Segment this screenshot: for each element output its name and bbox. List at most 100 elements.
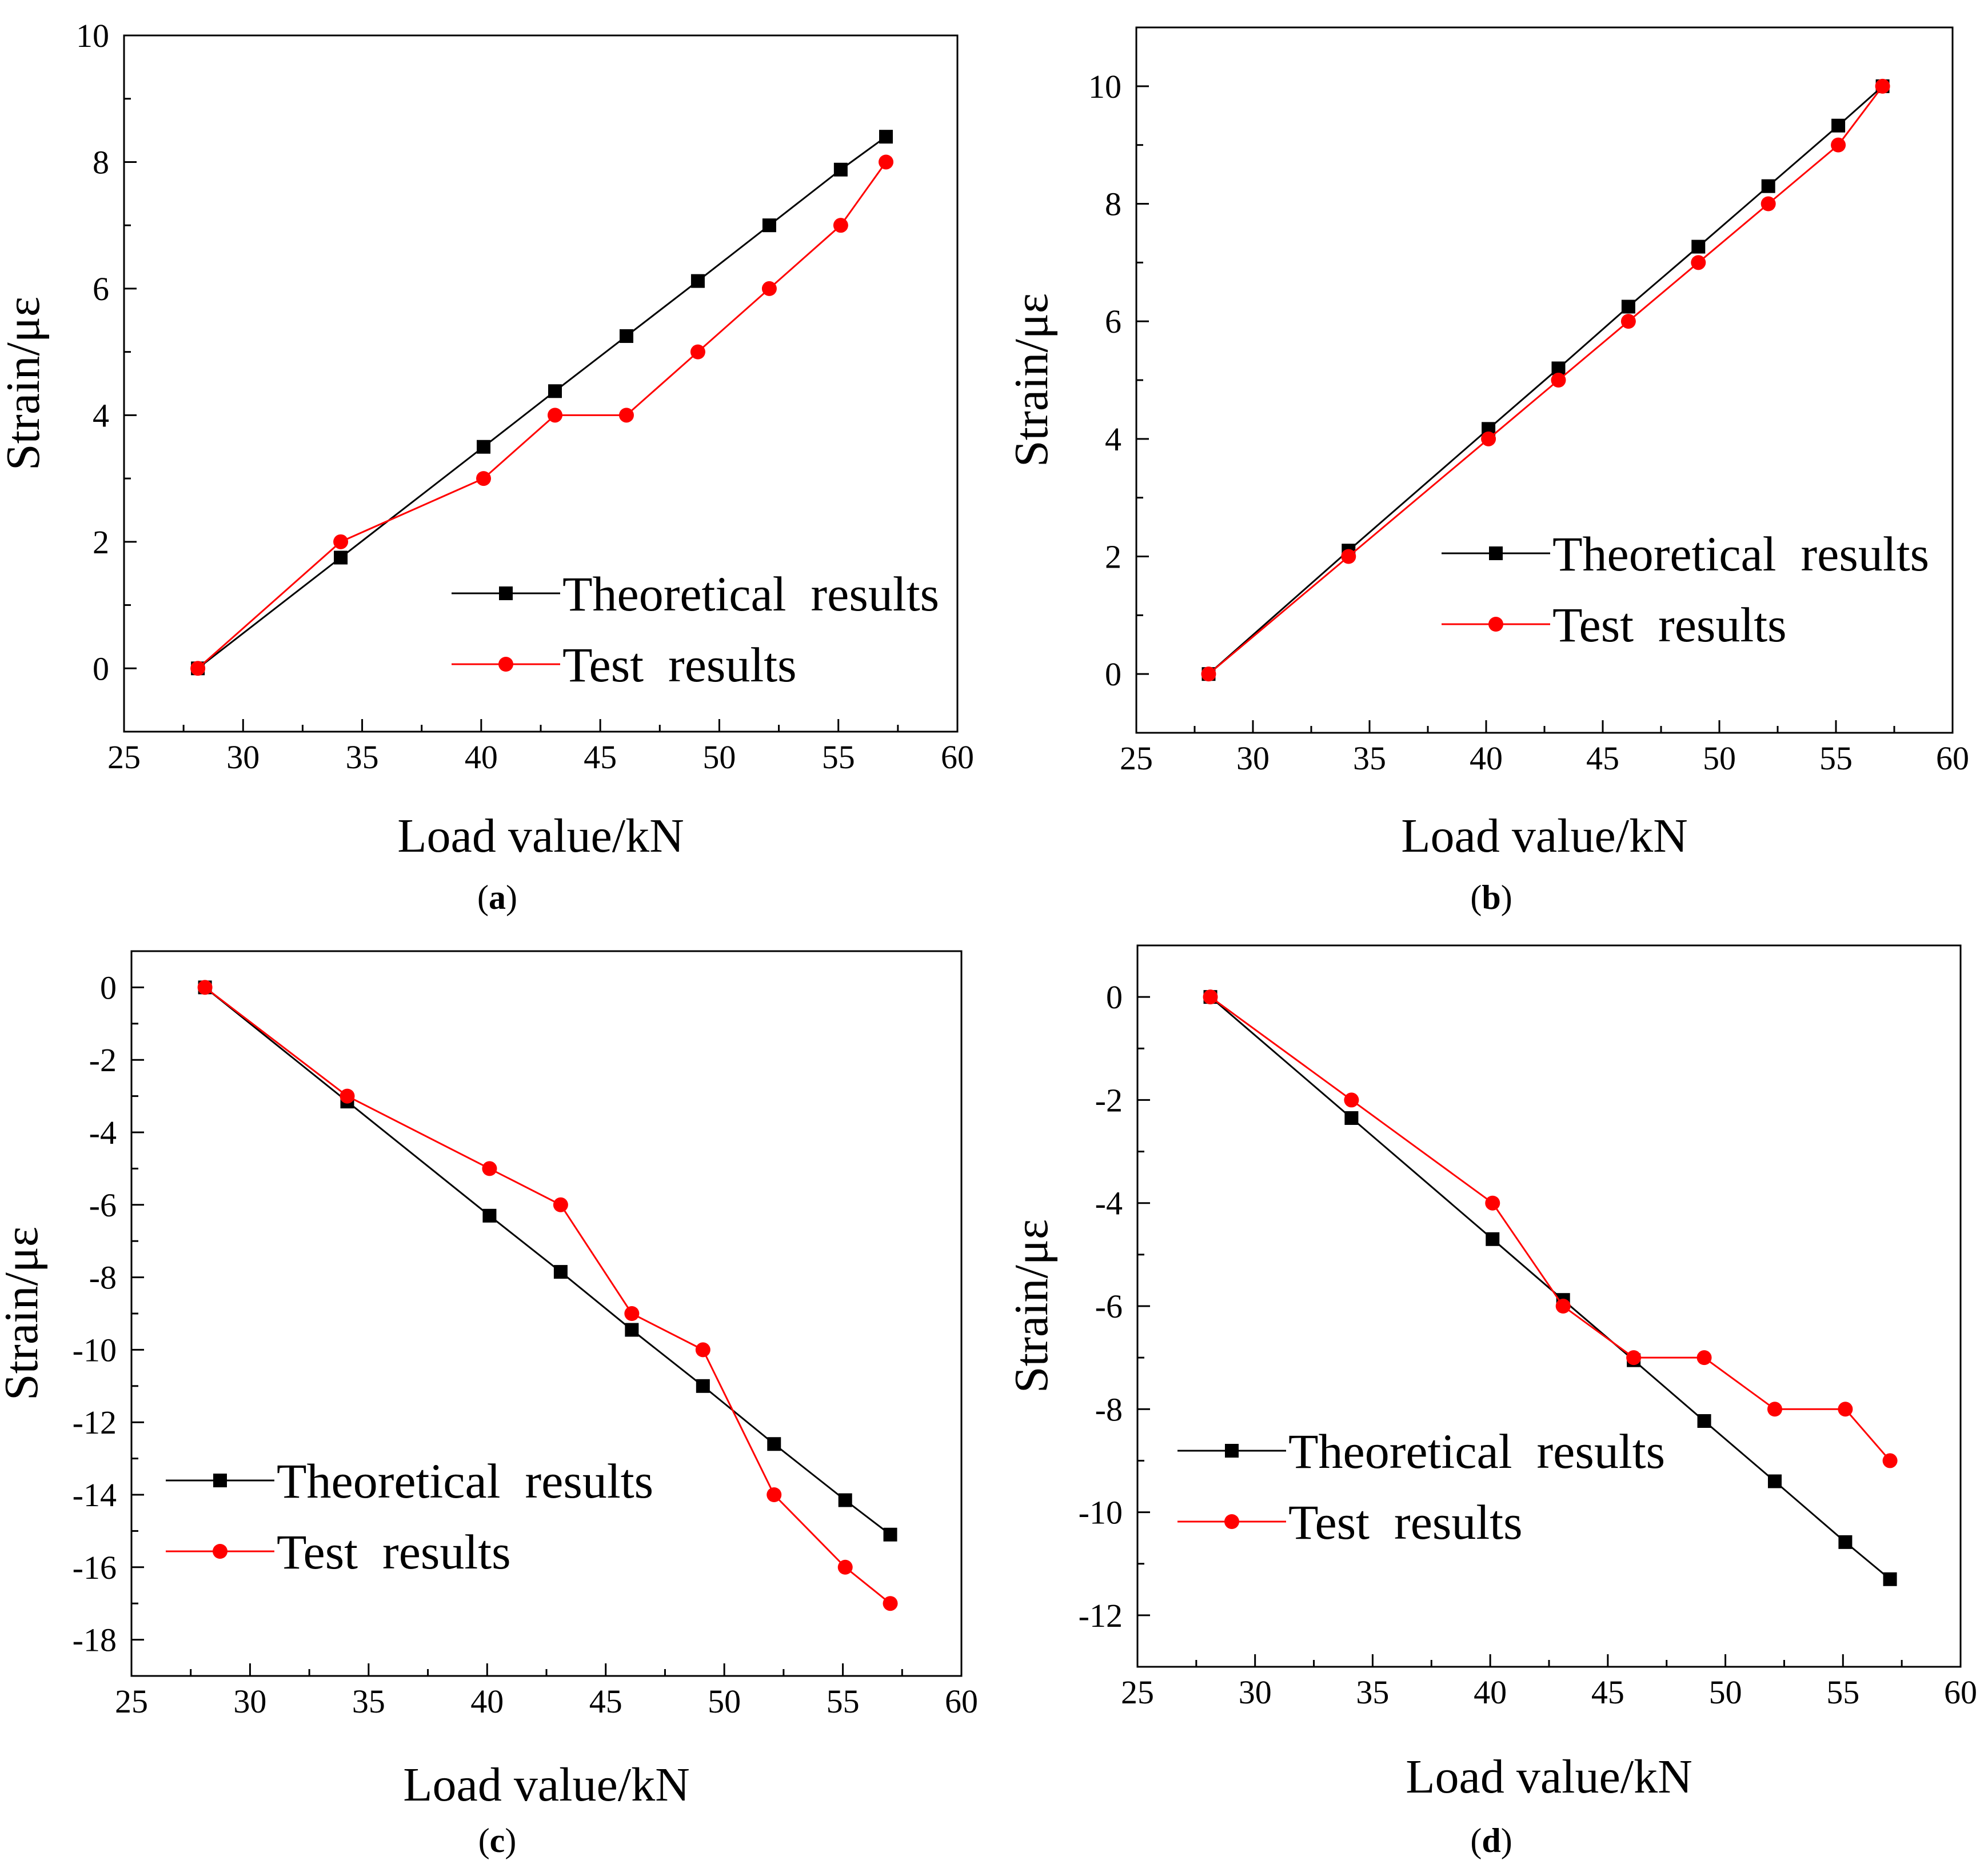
point-test [1838,1402,1853,1417]
x-tick-label: 35 [1356,1674,1389,1711]
legend-marker-test [1488,617,1503,632]
chart-panel-b: 25 30 35 40 45 50 55 60 0 2 4 6 8 10 Load value/kN Stra… [995,0,1988,937]
x-tick-label: 55 [822,739,855,776]
point-test [1344,1092,1359,1108]
y-tick-label: -8 [89,1259,117,1296]
y-axis-title: Strain/με [1005,1219,1058,1393]
y-tick-label: 0 [1105,656,1121,693]
point-test [1620,314,1636,329]
point-test [1485,1195,1500,1211]
point-test [883,1596,898,1611]
y-axis-title: Strain/με [0,1227,48,1400]
point-test [333,534,349,549]
chart-d: 25 30 35 40 45 50 55 60 0 -2 -4 -6 -8 -10 -12 Load valu… [1005,944,1977,1803]
y-tick-label: -2 [1095,1081,1123,1119]
panel-caption-letter: d [1482,1822,1501,1859]
legend-label-theoretical: Theoretical results [1552,526,1929,581]
point-theoretical [334,550,348,565]
y-axis-title: Strain/με [1005,293,1058,467]
x-tick-label: 60 [1936,740,1969,777]
point-test [1551,373,1566,388]
x-tick-label: 40 [465,739,498,776]
point-test [1201,666,1216,682]
point-theoretical [625,1323,639,1337]
x-axis-title: Load value/kN [1406,1750,1692,1803]
x-tick-label: 45 [589,1683,622,1720]
y-tick-label: 4 [1105,421,1121,458]
series-line-theoretical [204,987,891,1535]
x-tick-label: 30 [226,739,260,776]
x-tick-label: 25 [107,739,141,776]
series-line-theoretical [1208,85,1883,675]
plot-frame [1136,944,1962,1668]
x-tick-label: 30 [233,1683,266,1720]
panel-caption-c: (c) [478,1822,517,1859]
point-theoretical [690,274,705,288]
point-test [340,1088,355,1104]
x-tick-label: 45 [1586,740,1619,777]
x-axis-title: Load value/kN [397,809,684,863]
x-tick-label: 25 [1120,740,1153,777]
y-tick-label: -8 [1095,1391,1123,1428]
x-tick-label: 60 [941,739,974,776]
point-test [1696,1350,1712,1366]
point-theoretical [1621,300,1635,314]
x-tick-label: 25 [1121,1674,1154,1711]
series-line-test [204,987,891,1604]
x-tick-label: 45 [584,739,617,776]
legend-label-theoretical: Theoretical results [562,566,939,621]
point-test [1767,1402,1782,1417]
x-tick-label: 35 [1353,740,1386,777]
chart-a: 25 30 35 40 45 50 55 60 0 2 4 6 8 10 Load value/kN Stra… [0,17,974,863]
point-test [1875,78,1890,94]
y-tick-label: 0 [100,969,117,1006]
point-test [767,1487,782,1502]
x-tick-label: 45 [1591,1674,1624,1711]
x-tick-label: 40 [1474,1674,1507,1711]
panel-caption-letter: c [489,1822,505,1859]
point-theoretical [553,1265,568,1279]
legend-label-test: Test results [277,1524,511,1579]
x-tick-label: 40 [470,1683,504,1720]
x-tick-label: 55 [827,1683,860,1720]
panel-caption-letter: a [489,879,506,916]
point-test [1203,989,1218,1005]
x-axis-title: Load value/kN [403,1758,690,1811]
point-theoretical [879,130,893,144]
point-theoretical [548,384,562,398]
point-test [482,1161,497,1176]
point-theoretical [833,162,848,177]
x-tick-label: 55 [1819,740,1853,777]
x-tick-label: 30 [1239,1674,1272,1711]
point-theoretical [762,218,776,233]
panel-caption-b: (b) [1470,879,1512,916]
point-theoretical [1344,1111,1359,1125]
point-theoretical [1883,1572,1897,1586]
plot-frame [123,34,959,733]
y-tick-label: 10 [76,17,109,54]
point-test [833,218,848,233]
y-tick-label: 2 [93,524,109,561]
point-test [690,344,705,360]
x-tick-label: 50 [708,1683,741,1720]
point-theoretical [838,1493,852,1507]
x-tick-label: 35 [352,1683,385,1720]
plot-frame [130,950,963,1677]
y-tick-label: 8 [93,143,109,181]
legend-marker-test [498,657,513,672]
x-tick-label: 30 [1236,740,1270,777]
point-test [1882,1453,1898,1468]
panel-caption-letter: b [1482,879,1501,916]
y-tick-label: 6 [1105,303,1121,340]
point-test [618,408,634,423]
x-tick-label: 35 [346,739,379,776]
point-theoretical [1486,1232,1500,1246]
y-tick-label: -10 [73,1331,117,1368]
point-theoretical [1831,118,1846,133]
x-tick-label: 50 [1703,740,1736,777]
chart-b: 25 30 35 40 45 50 55 60 0 2 4 6 8 10 Load value/kN Stra… [1005,26,1969,863]
legend-label-theoretical: Theoretical results [277,1454,653,1508]
point-test [1761,196,1776,211]
point-theoretical [1697,1414,1711,1428]
x-tick-label: 40 [1470,740,1503,777]
